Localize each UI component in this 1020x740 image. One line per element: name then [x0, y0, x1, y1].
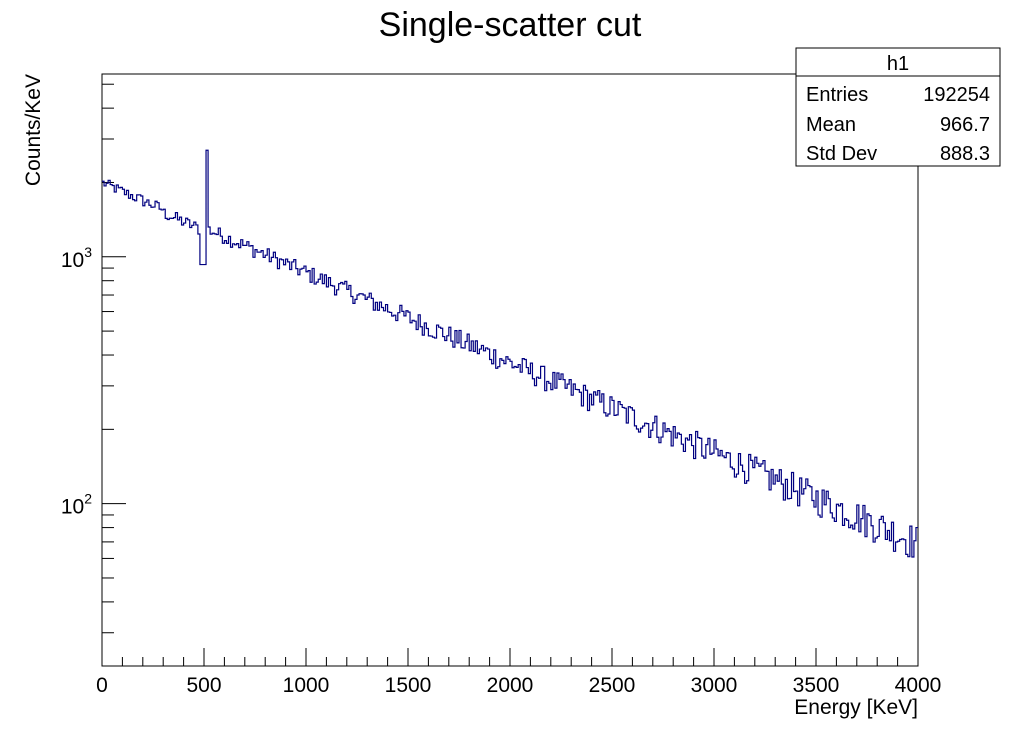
y-axis-label: Counts/KeV: [22, 74, 45, 186]
y-tick-label: 103: [61, 244, 92, 272]
y-axis-tick-labels: 102 103: [61, 244, 92, 519]
y-tick-label: 102: [61, 491, 92, 519]
x-axis-label: Energy [KeV]: [794, 696, 918, 719]
stats-box: h1 Entries 192254 Mean 966.7 Std Dev 888…: [795, 47, 1001, 167]
stats-stddev-value: 888.3: [940, 143, 990, 165]
x-axis-ticks: [101, 648, 919, 666]
stats-stddev-label: Std Dev: [806, 143, 877, 165]
stats-box-name: h1: [887, 53, 909, 75]
histogram-series-line: [102, 149, 918, 558]
x-tick-label: 4000: [895, 674, 942, 697]
stats-entries-label: Entries: [806, 84, 868, 106]
x-tick-label: 0: [96, 674, 108, 697]
x-tick-label: 2500: [589, 674, 636, 697]
y-axis-ticks: [102, 83, 126, 634]
x-axis-tick-labels: 0 500 1000 1500 2000 2500 3000 3500 4000: [96, 674, 941, 697]
stats-mean-value: 966.7: [940, 114, 990, 136]
stats-box-frame: [795, 47, 1001, 167]
stats-mean-label: Mean: [806, 114, 856, 136]
x-tick-label: 500: [186, 674, 221, 697]
x-tick-label: 1000: [283, 674, 330, 697]
x-tick-label: 2000: [487, 674, 534, 697]
chart-title: Single-scatter cut: [379, 6, 642, 44]
x-tick-label: 3500: [793, 674, 840, 697]
x-tick-label: 1500: [385, 674, 432, 697]
x-tick-label: 3000: [691, 674, 738, 697]
stats-entries-value: 192254: [923, 84, 990, 106]
